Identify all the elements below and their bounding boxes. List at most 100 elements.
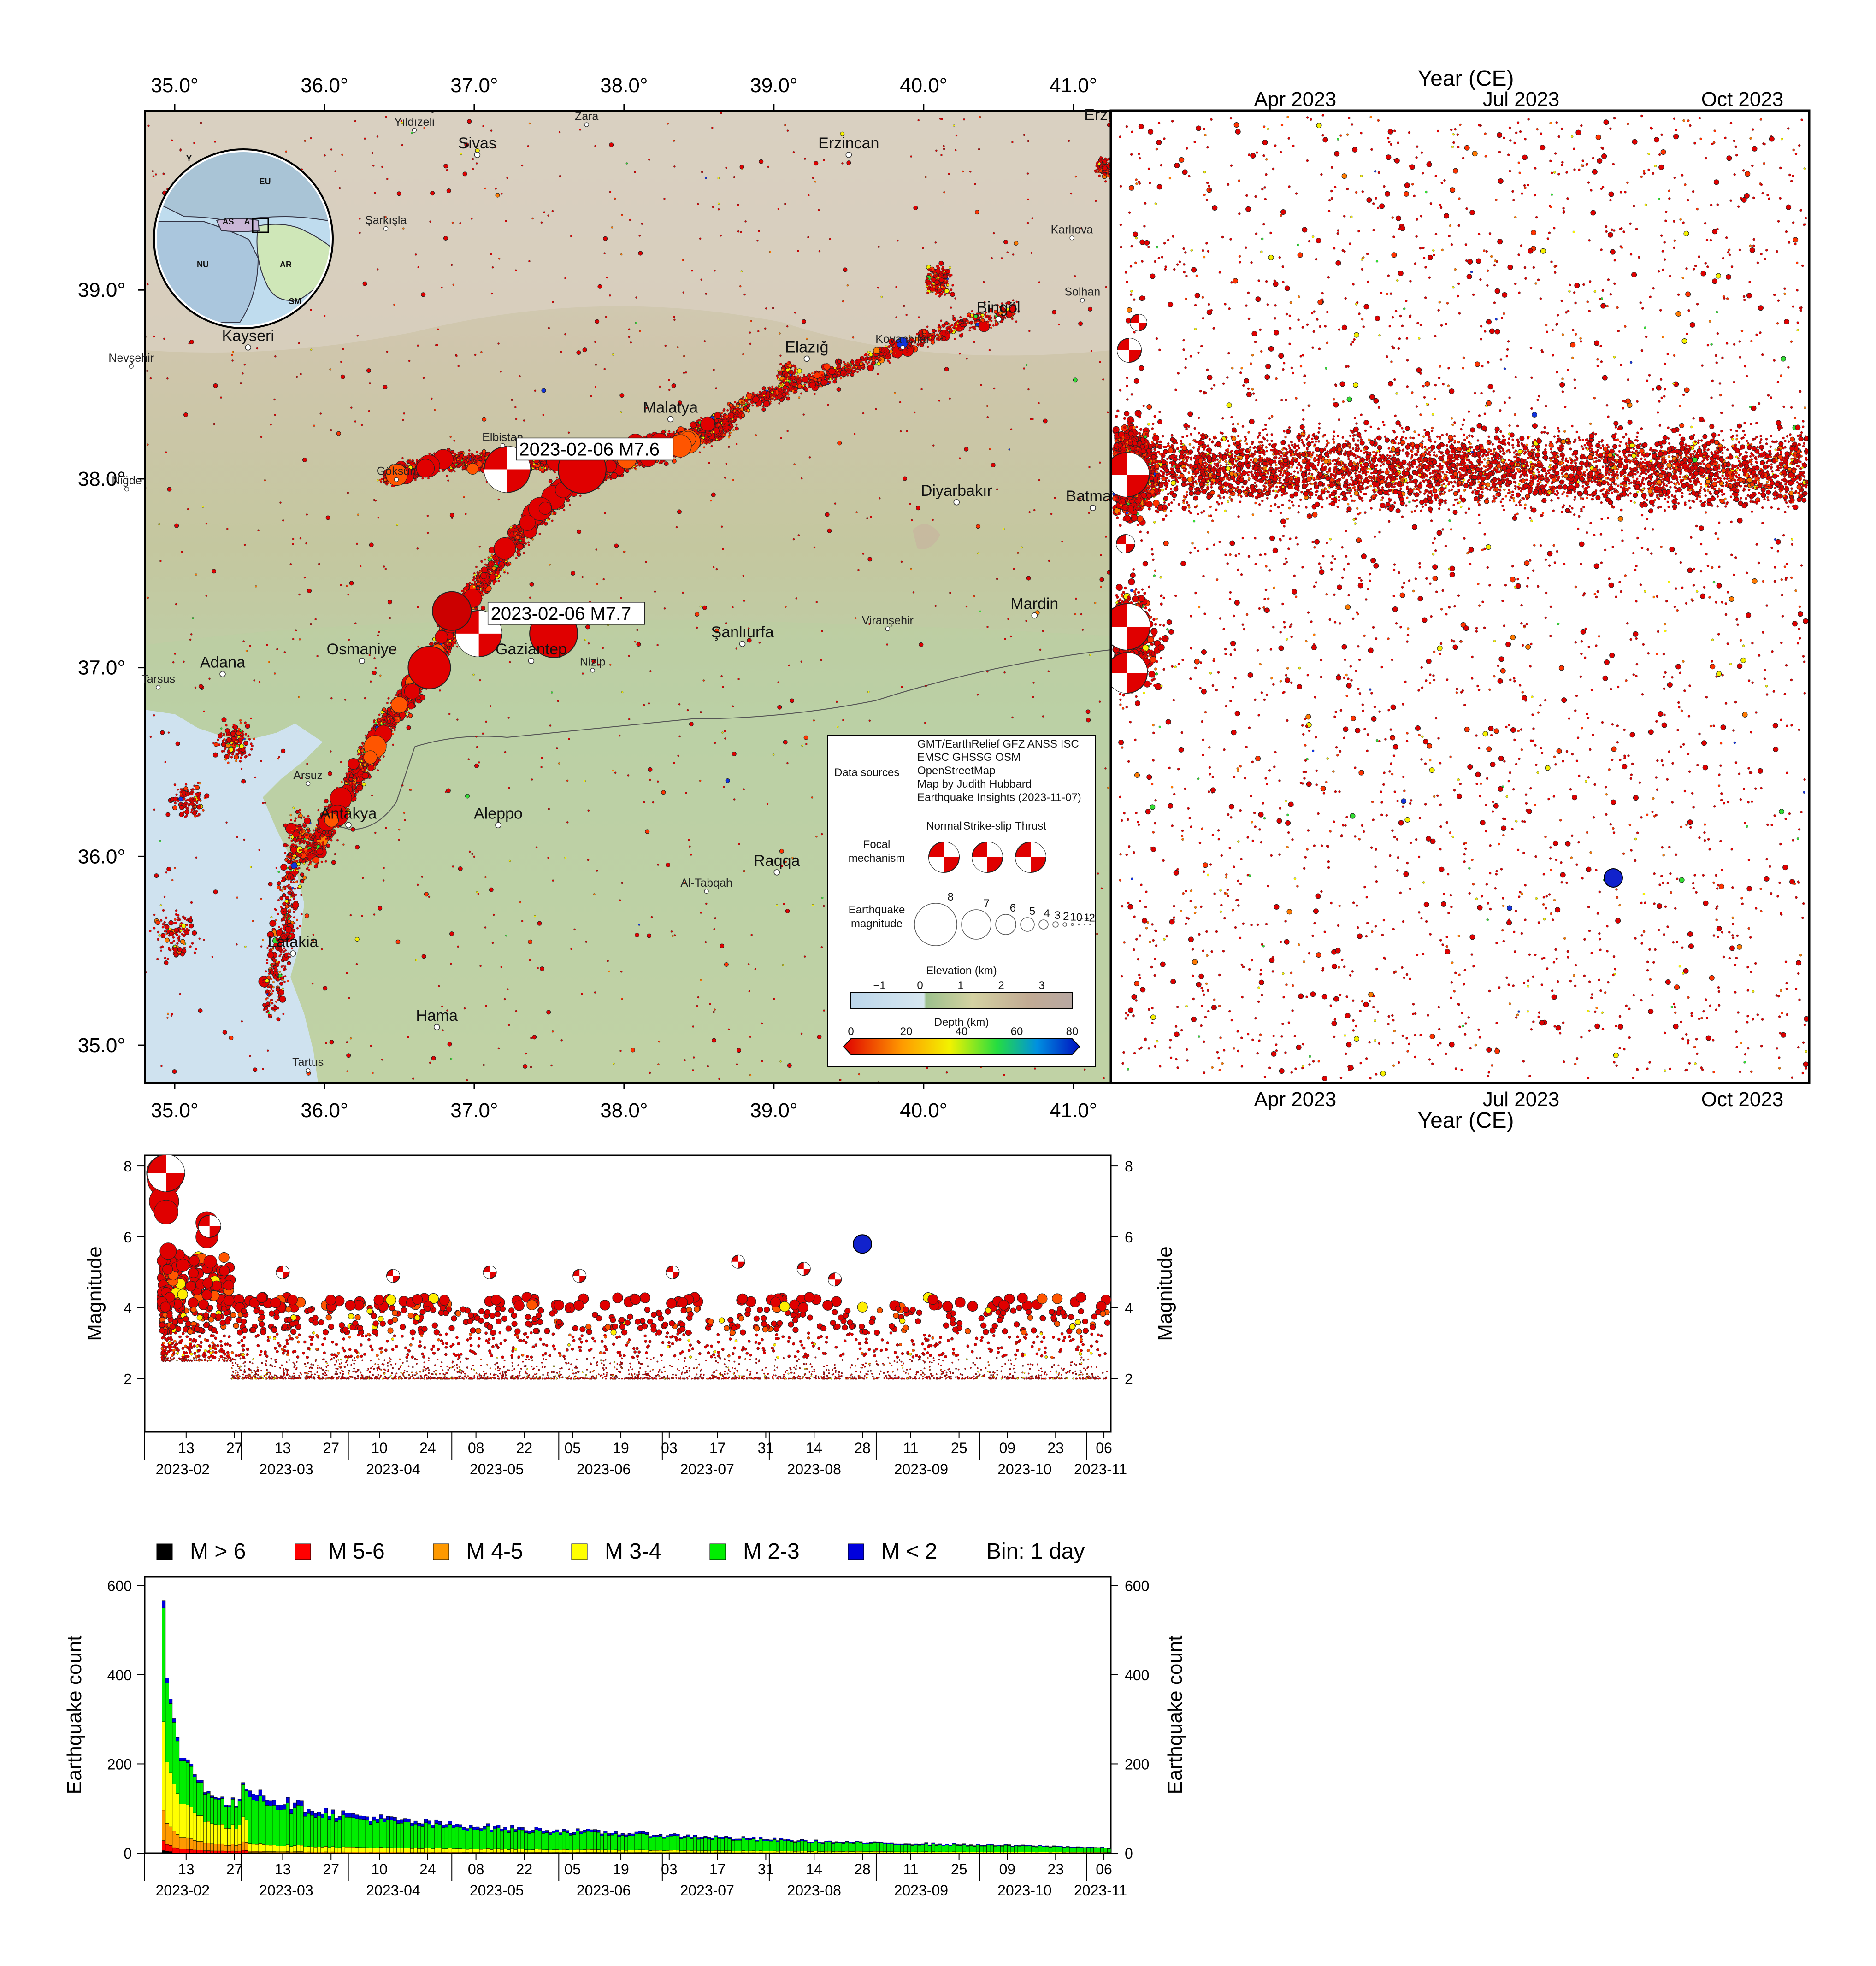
earthquake-dot bbox=[696, 425, 699, 428]
earthquake-dot bbox=[491, 566, 496, 571]
earthquake-dot bbox=[563, 509, 566, 512]
earthquake-dot bbox=[315, 842, 318, 845]
earthquake-dot bbox=[373, 721, 375, 724]
earthquake-dot bbox=[714, 412, 721, 419]
earthquake-dot bbox=[386, 702, 389, 704]
earthquake-dot bbox=[317, 829, 322, 833]
earthquake-dot bbox=[359, 770, 362, 772]
earthquake-dot bbox=[319, 846, 322, 848]
earthquake-dot bbox=[360, 774, 362, 777]
earthquake-dot bbox=[466, 583, 470, 588]
earthquake-dot bbox=[698, 419, 701, 422]
earthquake-dot bbox=[520, 534, 523, 536]
earthquake-dot bbox=[516, 549, 519, 552]
earthquake-dot bbox=[728, 436, 730, 439]
earthquake-dot bbox=[394, 729, 396, 731]
earthquake-dot bbox=[431, 642, 434, 645]
earthquake-dot bbox=[521, 539, 524, 542]
earthquake-dot bbox=[713, 437, 715, 440]
earthquake-dot bbox=[350, 770, 353, 772]
earthquake-dot bbox=[485, 573, 488, 576]
earthquake-dot bbox=[386, 716, 389, 718]
earthquake-dot bbox=[717, 438, 720, 441]
earthquake-dot bbox=[611, 472, 618, 479]
earthquake-dot bbox=[371, 726, 374, 729]
earthquake-dot bbox=[308, 846, 311, 849]
earthquake-dot bbox=[378, 713, 381, 716]
mediterranean-sea bbox=[145, 710, 323, 1083]
earthquake-dot bbox=[499, 562, 501, 564]
earthquake-dot bbox=[407, 702, 415, 710]
earthquake-dot bbox=[658, 462, 661, 465]
earthquake-dot bbox=[406, 715, 409, 718]
earthquake-dot bbox=[487, 578, 490, 581]
earthquake-dot bbox=[555, 476, 558, 479]
earthquake-dot bbox=[320, 860, 323, 863]
earthquake-dot bbox=[448, 653, 450, 656]
earthquake-dot bbox=[542, 521, 544, 524]
earthquake-dot bbox=[354, 783, 357, 786]
earthquake-dot bbox=[313, 856, 320, 864]
earthquake-dot bbox=[512, 530, 514, 532]
earthquake-dot bbox=[475, 565, 478, 568]
earthquake-dot bbox=[543, 521, 548, 526]
earthquake-dot bbox=[517, 553, 521, 557]
earthquake-dot bbox=[512, 538, 514, 541]
earthquake-dot bbox=[673, 431, 675, 433]
earthquake-dot bbox=[490, 556, 492, 559]
earthquake-dot bbox=[411, 699, 414, 702]
earthquake-dot bbox=[696, 420, 699, 423]
earthquake-dot bbox=[515, 557, 518, 559]
earthquake-dot bbox=[355, 774, 358, 777]
earthquake-dot bbox=[345, 772, 348, 775]
earthquake-dot bbox=[551, 519, 554, 522]
earthquake-dot bbox=[384, 718, 387, 721]
earthquake-dot bbox=[694, 427, 696, 430]
earthquake-dot bbox=[508, 532, 511, 535]
earthquake-dot bbox=[359, 749, 362, 752]
earthquake-dot bbox=[634, 467, 637, 470]
earthquake-dot bbox=[461, 589, 464, 592]
border-line bbox=[414, 649, 1111, 747]
earthquake-dot bbox=[346, 779, 349, 782]
earthquake-dot bbox=[313, 864, 318, 869]
earthquake-dot bbox=[703, 446, 706, 449]
earthquake-dot bbox=[337, 825, 340, 828]
earthquake-dot bbox=[363, 763, 367, 767]
earthquake-dot bbox=[725, 431, 727, 434]
earthquake-dot bbox=[347, 777, 349, 779]
earthquake-dot bbox=[307, 864, 310, 866]
earthquake-dot bbox=[448, 642, 452, 647]
earthquake-dot bbox=[538, 533, 541, 535]
earthquake-dot bbox=[429, 643, 431, 646]
earthquake-dot bbox=[314, 854, 316, 857]
earthquake-dot bbox=[352, 783, 354, 786]
earthquake-dot bbox=[387, 697, 390, 700]
earthquake-dot bbox=[497, 573, 499, 575]
earthquake-dot bbox=[480, 560, 483, 563]
earthquake-dot bbox=[527, 543, 530, 546]
earthquake-dot bbox=[723, 426, 726, 429]
earthquake-dot bbox=[318, 841, 320, 844]
earthquake-dot bbox=[525, 542, 527, 545]
earthquake-dot bbox=[527, 541, 530, 544]
earthquake-dot bbox=[326, 843, 330, 848]
earthquake-dot bbox=[515, 535, 520, 540]
earthquake-dot bbox=[699, 433, 701, 436]
earthquake-dot bbox=[316, 848, 324, 855]
earthquake-dot bbox=[358, 745, 363, 750]
earthquake-dot bbox=[497, 580, 500, 582]
earthquake-dot bbox=[496, 559, 499, 561]
earthquake-dot bbox=[392, 715, 395, 718]
earthquake-dot bbox=[367, 764, 375, 771]
earthquake-dot bbox=[361, 742, 364, 745]
earthquake-dot bbox=[473, 585, 475, 588]
earthquake-dot bbox=[710, 445, 713, 447]
earthquake-dot bbox=[488, 571, 490, 574]
earthquake-dot bbox=[312, 829, 315, 832]
earthquake-dot bbox=[349, 782, 352, 784]
earthquake-dot bbox=[352, 775, 357, 780]
earthquake-dot bbox=[309, 860, 312, 863]
earthquake-dot bbox=[483, 589, 485, 591]
earthquake-dot bbox=[506, 572, 509, 575]
